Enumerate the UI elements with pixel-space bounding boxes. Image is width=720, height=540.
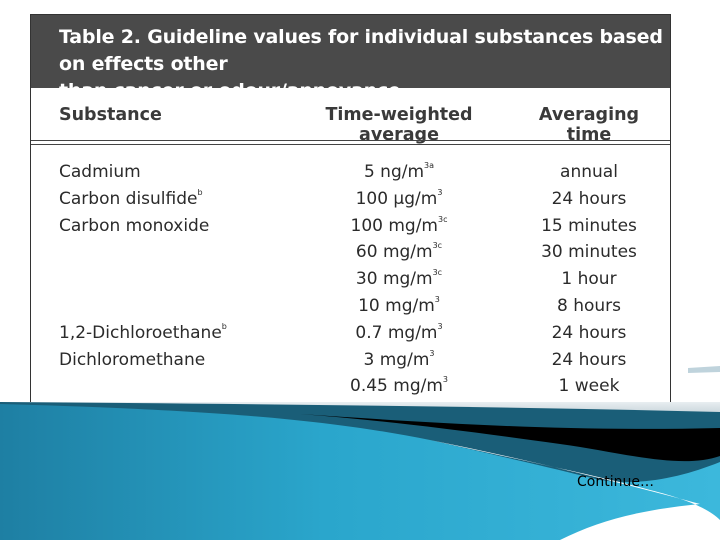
substance-text: Carbon monoxide bbox=[59, 216, 210, 236]
substance-text: Carbon disulfide bbox=[59, 189, 198, 209]
table-title-line-2: than cancer or odour/annoyance bbox=[59, 80, 401, 102]
cell-time-weighted-average: 0.7 mg/m3 bbox=[289, 322, 509, 343]
header-rule-bottom bbox=[31, 144, 670, 145]
teal-wave bbox=[0, 404, 720, 540]
guideline-table: Table 2. Guideline values for individual… bbox=[30, 14, 671, 406]
twa-value: 100 mg/m bbox=[350, 216, 439, 236]
white-wave-panel bbox=[430, 440, 720, 540]
cell-time-weighted-average: 100 μg/m3 bbox=[289, 188, 509, 209]
cell-time-weighted-average: 3 mg/m3 bbox=[289, 349, 509, 370]
table-title: Table 2. Guideline values for individual… bbox=[59, 24, 670, 105]
twa-value: 100 μg/m bbox=[355, 189, 438, 209]
twa-footnote: 3c bbox=[432, 241, 443, 250]
twa-value: 60 mg/m bbox=[355, 242, 433, 262]
twa-value: 30 mg/m bbox=[355, 269, 433, 289]
cell-time-weighted-average: 0.45 mg/m3 bbox=[289, 375, 509, 396]
twa-footnote: 3 bbox=[437, 188, 443, 197]
cell-averaging-time: 30 minutes bbox=[541, 242, 637, 262]
cell-averaging-time: 15 minutes bbox=[541, 216, 637, 236]
cell-time-weighted-average: 5 ng/m3a bbox=[289, 161, 509, 182]
cell-averaging-time: 1 hour bbox=[561, 269, 617, 289]
thin-accent-line bbox=[688, 366, 720, 373]
twa-value: 10 mg/m bbox=[358, 296, 435, 316]
substance-text: Cadmium bbox=[59, 162, 141, 182]
table-title-line-1: Table 2. Guideline values for individual… bbox=[59, 26, 663, 75]
cell-time-weighted-average: 100 mg/m3c bbox=[289, 215, 509, 236]
table-header-bar: Table 2. Guideline values for individual… bbox=[31, 15, 670, 102]
twa-footnote: 3 bbox=[429, 349, 435, 358]
continue-label: Continue… bbox=[577, 474, 654, 490]
twa-value: 0.45 mg/m bbox=[350, 376, 443, 396]
substance-footnote: b bbox=[221, 322, 227, 331]
cell-substance: Carbon monoxide bbox=[59, 216, 209, 236]
column-header-substance: Substance bbox=[59, 105, 162, 125]
header-rule-top bbox=[31, 140, 670, 141]
twa-footnote: 3 bbox=[437, 322, 443, 331]
cell-averaging-time: 24 hours bbox=[551, 323, 627, 343]
cell-substance: Carbon disulfideb bbox=[59, 188, 203, 209]
cell-substance: Cadmium bbox=[59, 162, 141, 182]
twa-value: 5 ng/m bbox=[363, 162, 425, 182]
cell-time-weighted-average: 10 mg/m3 bbox=[289, 295, 509, 316]
cell-averaging-time: annual bbox=[560, 162, 618, 182]
cell-averaging-time: 8 hours bbox=[556, 296, 621, 316]
cell-averaging-time: 1 week bbox=[558, 376, 620, 396]
cell-substance: Dichloromethane bbox=[59, 350, 205, 370]
twa-footnote: 3c bbox=[438, 215, 448, 224]
twa-footnote: 3 bbox=[442, 375, 448, 384]
twa-value: 0.7 mg/m bbox=[355, 323, 438, 343]
cell-time-weighted-average: 30 mg/m3c bbox=[289, 268, 509, 289]
twa-footnote: 3c bbox=[432, 268, 443, 277]
cell-time-weighted-average: 60 mg/m3c bbox=[289, 241, 509, 262]
cell-averaging-time: 24 hours bbox=[551, 350, 627, 370]
substance-text: 1,2-Dichloroethane bbox=[59, 323, 222, 343]
twa-value: 3 mg/m bbox=[363, 350, 430, 370]
black-wave-band bbox=[300, 414, 720, 462]
twa-footnote: 3 bbox=[434, 295, 440, 304]
cell-substance: 1,2-Dichloroethaneb bbox=[59, 322, 227, 343]
twa-footnote: 3a bbox=[424, 161, 435, 170]
substance-footnote: b bbox=[197, 188, 203, 197]
substance-text: Dichloromethane bbox=[59, 350, 206, 370]
cell-averaging-time: 24 hours bbox=[551, 189, 627, 209]
